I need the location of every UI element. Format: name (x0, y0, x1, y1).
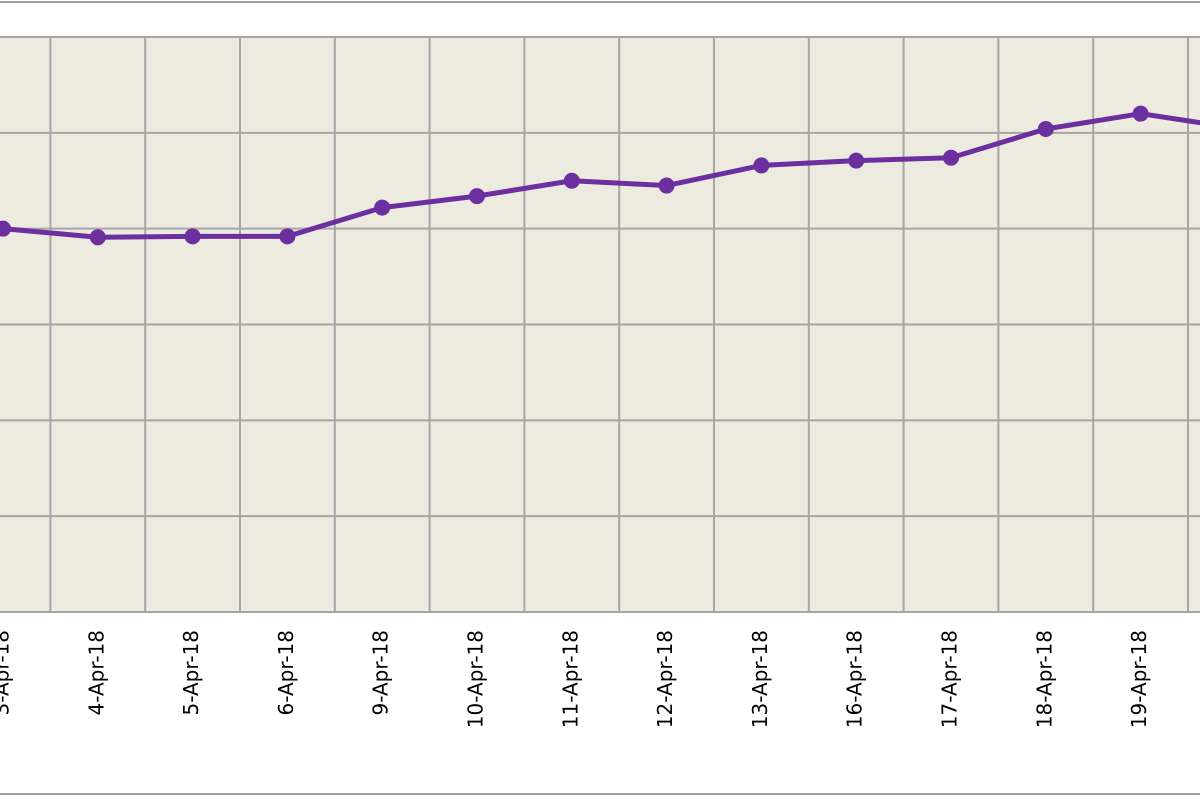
data-point (1132, 105, 1149, 122)
x-tick-label: 18-Apr-18 (1032, 630, 1056, 728)
data-point (1037, 121, 1054, 137)
data-point (0, 220, 11, 237)
data-point (563, 172, 580, 189)
x-tick-label: 9-Apr-18 (369, 630, 393, 716)
x-tick-label: 12-Apr-18 (653, 630, 677, 728)
x-tick-label: 13-Apr-18 (748, 630, 772, 728)
x-tick-label: 11-Apr-18 (558, 630, 582, 728)
data-point (848, 152, 865, 169)
x-tick-label: 16-Apr-18 (843, 630, 867, 728)
data-point (943, 149, 959, 166)
data-point (89, 229, 106, 246)
data-point (279, 228, 296, 245)
x-tick-label: 17-Apr-18 (938, 630, 962, 728)
x-tick-label: 10-Apr-18 (464, 630, 488, 728)
data-point (184, 228, 201, 245)
x-tick-label: 5-Apr-18 (179, 630, 203, 716)
x-tick-label: 3-Apr-18 (0, 630, 14, 716)
data-point (469, 188, 485, 205)
x-tick-label: 19-Apr-18 (1127, 630, 1151, 728)
data-point (753, 157, 770, 174)
data-point (374, 199, 391, 216)
data-point (658, 177, 675, 194)
series-line (2, 111, 1200, 240)
x-tick-label: 4-Apr-18 (84, 630, 108, 716)
x-tick-label: 6-Apr-18 (274, 630, 298, 716)
